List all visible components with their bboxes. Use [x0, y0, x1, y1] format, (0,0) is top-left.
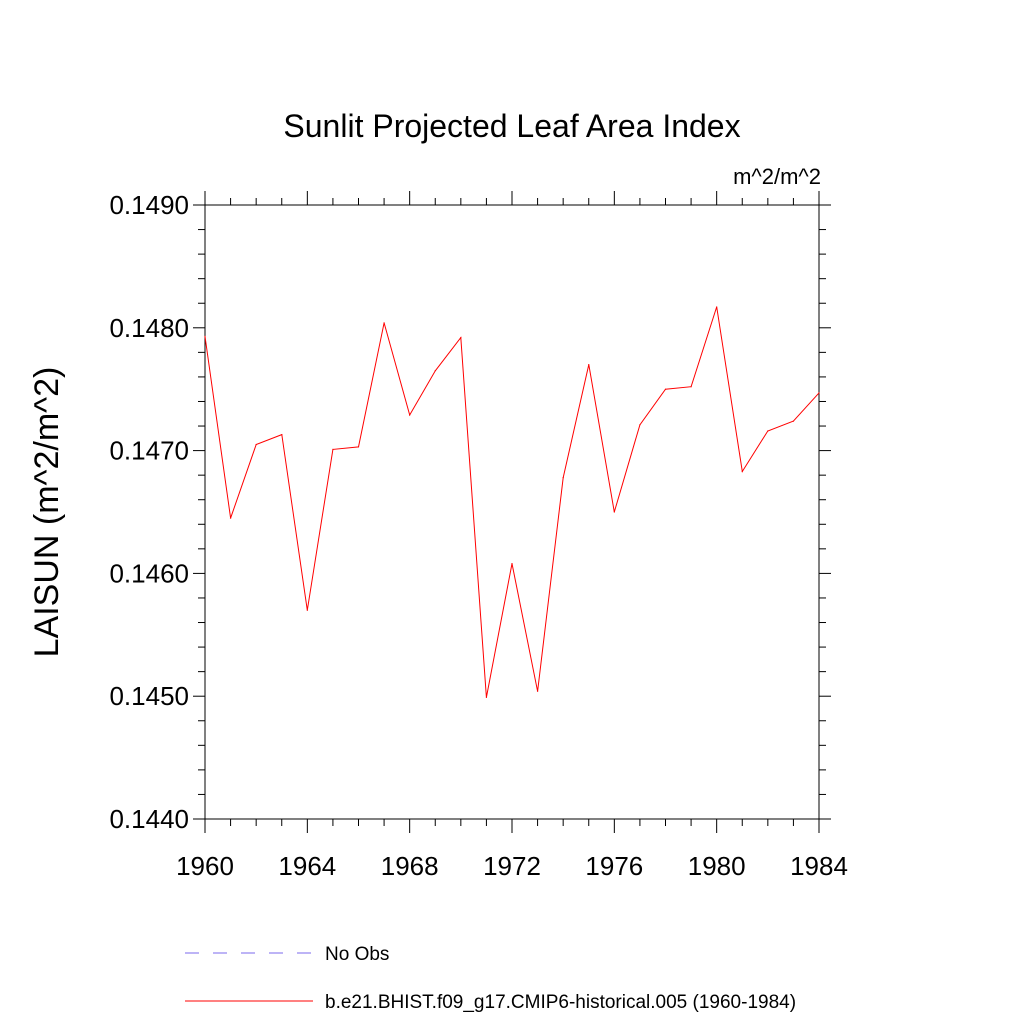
legend-label: No Obs	[325, 944, 389, 965]
y-tick-label: 0.1460	[109, 558, 189, 588]
units-label: m^2/m^2	[733, 164, 821, 189]
data-point	[485, 696, 488, 699]
chart-title: Sunlit Projected Leaf Area Index	[283, 108, 740, 144]
y-axis-ticks: 0.1440 0.1450 0.1460 0.1470 0.1480 0.1490	[109, 190, 831, 834]
x-tick-label: 1964	[278, 851, 336, 881]
data-point	[664, 388, 667, 390]
data-point	[690, 386, 692, 388]
data-point	[767, 430, 769, 432]
data-point	[357, 446, 360, 448]
x-tick-label: 1968	[381, 851, 439, 881]
y-tick-label: 0.1490	[109, 190, 189, 220]
data-point	[204, 335, 206, 337]
y-tick-label: 0.1440	[109, 804, 189, 834]
x-tick-label: 1972	[483, 851, 541, 881]
data-point	[255, 443, 257, 446]
data-point	[460, 337, 462, 339]
series-line	[204, 306, 820, 698]
data-point	[511, 562, 513, 565]
data-point	[792, 420, 795, 422]
data-point	[741, 470, 743, 473]
data-point	[613, 511, 615, 513]
x-tick-label: 1960	[176, 851, 234, 881]
data-point	[588, 364, 590, 366]
x-tick-label: 1980	[688, 851, 746, 881]
series-layer	[204, 306, 820, 699]
y-axis-label: LAISUN (m^2/m^2)	[28, 367, 66, 658]
data-point	[332, 448, 334, 450]
x-tick-label: 1984	[790, 851, 848, 881]
legend: No Obs b.e21.BHIST.f09_g17.CMIP6-historic…	[185, 944, 796, 1013]
data-point	[281, 434, 283, 436]
data-point	[229, 517, 232, 519]
data-point	[639, 424, 641, 426]
x-tick-label: 1976	[585, 851, 643, 881]
legend-label: b.e21.BHIST.f09_g17.CMIP6-historical.005…	[325, 992, 796, 1013]
data-point	[383, 322, 385, 324]
x-axis-ticks: 1960 1964 1968 1972 1976 1980 1984	[176, 191, 848, 881]
data-point	[434, 370, 436, 372]
data-point	[536, 690, 539, 692]
y-tick-label: 0.1450	[109, 681, 189, 711]
data-point	[306, 609, 308, 611]
y-tick-label: 0.1480	[109, 313, 189, 343]
data-point	[562, 477, 564, 479]
data-point	[818, 392, 820, 394]
y-tick-label: 0.1470	[109, 436, 189, 466]
plot-frame	[204, 204, 820, 820]
data-point	[409, 414, 411, 416]
data-point	[716, 306, 718, 308]
